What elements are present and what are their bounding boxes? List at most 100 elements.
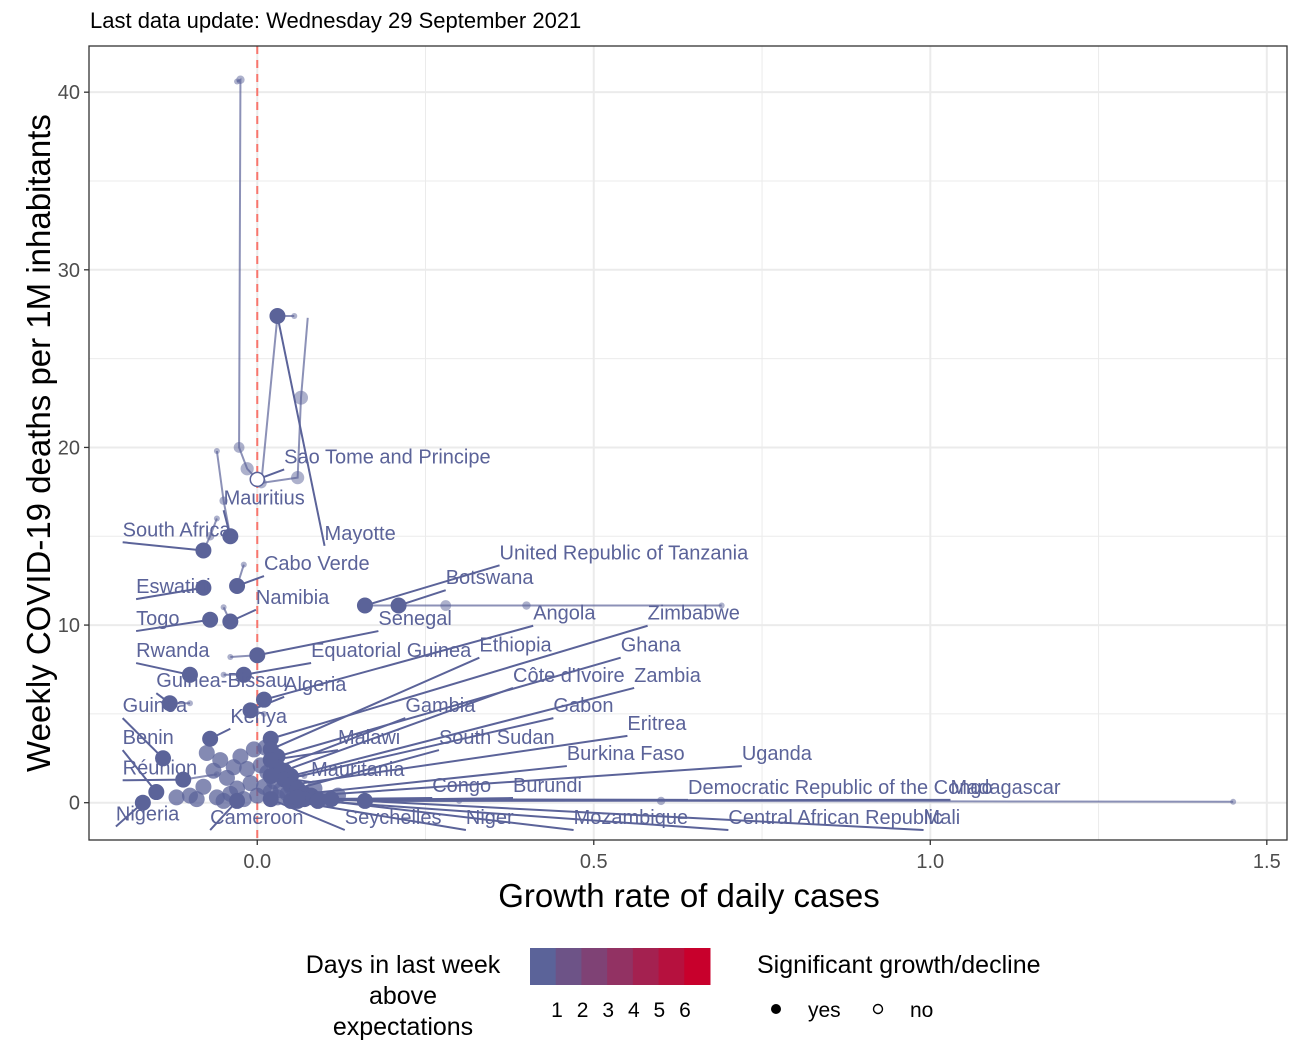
leader-angola: [263, 624, 534, 701]
trail-point-guinea-bissau: [186, 700, 193, 707]
label-togo: Togo: [136, 608, 179, 630]
color-legend-title-line-3: expectations: [333, 1013, 473, 1041]
point-madagascar: [356, 792, 373, 809]
color-scale-swatch: [607, 948, 634, 985]
label-mayotte: Mayotte: [325, 523, 396, 545]
color-scale-label: 6: [679, 999, 691, 1022]
label-guinea: Guinea: [123, 695, 188, 717]
y-tick-label: 30: [58, 260, 80, 282]
x-tick-label: 1.5: [1253, 851, 1281, 873]
label-south-sudan: South Sudan: [439, 727, 555, 749]
cluster-point: [198, 744, 215, 761]
point-namibia: [222, 613, 239, 630]
point-sao-tome-and-principe: [249, 471, 266, 488]
label-nigeria: Nigeria: [116, 803, 180, 825]
leader-gambia: [277, 717, 406, 769]
shape-legend-title: Significant growth/decline: [757, 951, 1041, 979]
leader-senegal: [257, 630, 379, 657]
label-reunion: Réunion: [123, 757, 198, 779]
label-cote-d-ivoire: Côte d'Ivoire: [513, 665, 625, 687]
trail-point-united-republic-of-tanzania: [718, 602, 725, 609]
label-mozambique: Mozambique: [574, 807, 689, 829]
point-mayotte: [269, 307, 286, 324]
trail-point-sao-tome-and-principe: [240, 462, 254, 476]
point-mauritius: [222, 528, 239, 545]
trail-point-cabo-verde: [240, 561, 247, 568]
color-legend-title-line-1: Days in last week: [306, 951, 501, 979]
data-points: [134, 307, 407, 811]
trail-point-algeria: [260, 710, 267, 717]
leader-south-africa: [122, 541, 204, 552]
label-cameroon: Cameroon: [210, 807, 303, 829]
label-ghana: Ghana: [621, 635, 682, 657]
y-tick-label: 0: [69, 793, 80, 815]
leader-central-african-republic: [317, 799, 729, 832]
color-scale-swatch: [632, 948, 660, 985]
cluster-point: [232, 748, 249, 765]
leader-benin: [121, 749, 158, 793]
open-circle-icon: [872, 1003, 884, 1015]
point-benin: [148, 784, 165, 801]
label-eswatini: Eswatini: [136, 576, 210, 598]
y-tick-label: 10: [58, 615, 80, 637]
leader-uganda: [311, 765, 742, 797]
label-congo: Congo: [432, 775, 491, 797]
label-leader-lines: [115, 315, 951, 832]
country-labels: Sao Tome and Principe Mauritius Mayotte Sou…: [116, 446, 1061, 829]
label-zambia: Zambia: [634, 665, 702, 687]
x-tick-label: 0.0: [243, 851, 271, 873]
point-south-africa: [195, 542, 212, 559]
color-scale-label: 2: [577, 999, 589, 1022]
leader-united-republic-of-tanzania: [364, 564, 500, 607]
point-togo: [202, 611, 219, 628]
label-benin: Benin: [123, 727, 174, 749]
label-niger: Niger: [466, 807, 514, 829]
leader-ethiopia: [270, 656, 480, 751]
leader-eswatini: [135, 586, 204, 601]
leader-botswana: [398, 589, 447, 607]
point-cabo-verde: [229, 577, 246, 594]
trail-point-south-africa: [213, 515, 220, 522]
leader-rwanda: [135, 662, 191, 676]
trail-point-mauritius: [219, 496, 228, 505]
label-mauritania: Mauritania: [311, 759, 405, 781]
leader-ghana: [277, 656, 621, 758]
color-scale-swatch: [684, 948, 711, 985]
filled-circle-icon: [771, 1004, 781, 1014]
x-tick-label: 0.5: [580, 851, 608, 873]
label-central-african-republic: Central African Republic: [728, 807, 943, 829]
point-seychelles: [262, 791, 279, 808]
label-democratic-republic-of-the-congo: Democratic Republic of the Congo: [688, 777, 993, 799]
label-cabo-verde: Cabo Verde: [264, 553, 370, 575]
color-scale-label: 3: [602, 999, 614, 1022]
y-axis-ticks: 0 10 20 30 40: [58, 82, 89, 815]
shape-legend: Significant growth/decline yes no: [757, 951, 1041, 1022]
point-angola: [255, 691, 272, 708]
point-algeria: [242, 702, 259, 719]
label-united-republic-of-tanzania: United Republic of Tanzania: [500, 542, 750, 564]
label-kenya: Kenya: [230, 706, 288, 728]
color-scale-swatch: [581, 948, 608, 985]
plot-background: [89, 46, 1287, 840]
cluster-point: [242, 775, 259, 792]
cluster-point: [239, 760, 256, 777]
trail-point-sao-tome-and-principe: [233, 442, 245, 453]
label-eritrea: Eritrea: [627, 713, 687, 735]
label-botswana: Botswana: [446, 567, 535, 589]
y-axis-title: Weekly COVID-19 deaths per 1M inhabitant…: [20, 114, 57, 772]
color-scale-swatch: [658, 948, 685, 985]
leader-burkina-faso: [304, 765, 567, 795]
trail-point-namibia: [220, 604, 227, 611]
point-cameroon: [229, 792, 246, 809]
trail-point-united-republic-of-tanzania: [440, 600, 452, 611]
shape-legend-no-label: no: [910, 999, 933, 1022]
label-sao-tome-and-principe: Sao Tome and Principe: [284, 446, 490, 468]
leader-mayotte: [276, 315, 326, 547]
label-madagascar: Madagascar: [950, 777, 1060, 799]
point-guinea-bissau: [161, 695, 178, 712]
point-reunion: [175, 771, 192, 788]
x-axis-title: Growth rate of daily cases: [498, 877, 880, 914]
point-mauritania: [262, 768, 279, 785]
leader-mali: [331, 798, 924, 832]
